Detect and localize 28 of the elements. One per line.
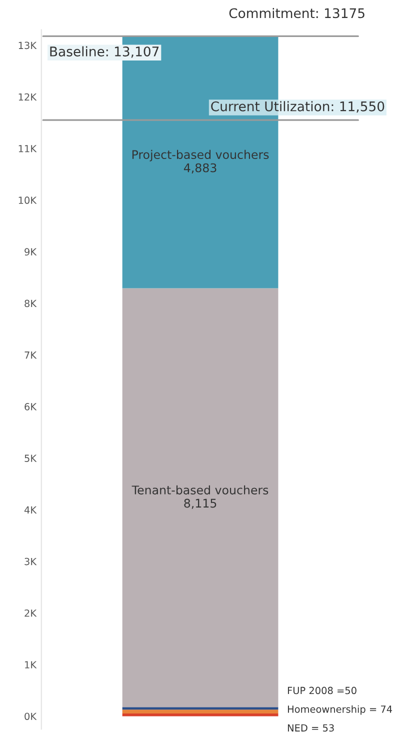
bar — [122, 707, 278, 710]
bar — [122, 288, 278, 708]
y-tick-label: 2K — [24, 609, 37, 617]
text: NED = 53 — [288, 724, 334, 732]
y-tick-label: 5K — [24, 454, 37, 462]
data-label: 4,883 — [184, 163, 216, 174]
y-tick-label: 9K — [24, 248, 37, 256]
ref-line-label: Commitment: 13175 — [229, 8, 364, 18]
y-tick-label: 6K — [24, 403, 37, 410]
text: Homeownership = 74 — [288, 705, 392, 715]
y-tick-label: 10K — [18, 196, 37, 204]
series-label: Project-based vouchers — [132, 150, 269, 162]
y-tick-label: 0K — [24, 712, 37, 720]
annotation: Baseline: 13,107 — [50, 46, 159, 58]
y-tick-label: 11K — [18, 145, 37, 152]
y-tick-label: 1K — [25, 661, 37, 668]
y-tick-label: 7K — [24, 352, 37, 359]
y-tick-label: 13K — [18, 42, 37, 50]
y-tick-label: 4K — [24, 506, 37, 514]
series-label: Tenant-based vouchers — [132, 485, 268, 494]
bar — [122, 710, 278, 714]
bar — [122, 713, 278, 716]
text: FUP 2008 =50 — [288, 686, 356, 694]
y-tick-label: 12K — [18, 93, 37, 101]
y-tick-label: 3K — [24, 558, 37, 566]
ref-line-label: Current Utilization: 11,550 — [211, 101, 384, 113]
data-label: 8,115 — [184, 498, 216, 509]
y-tick-label: 8K — [24, 300, 37, 308]
